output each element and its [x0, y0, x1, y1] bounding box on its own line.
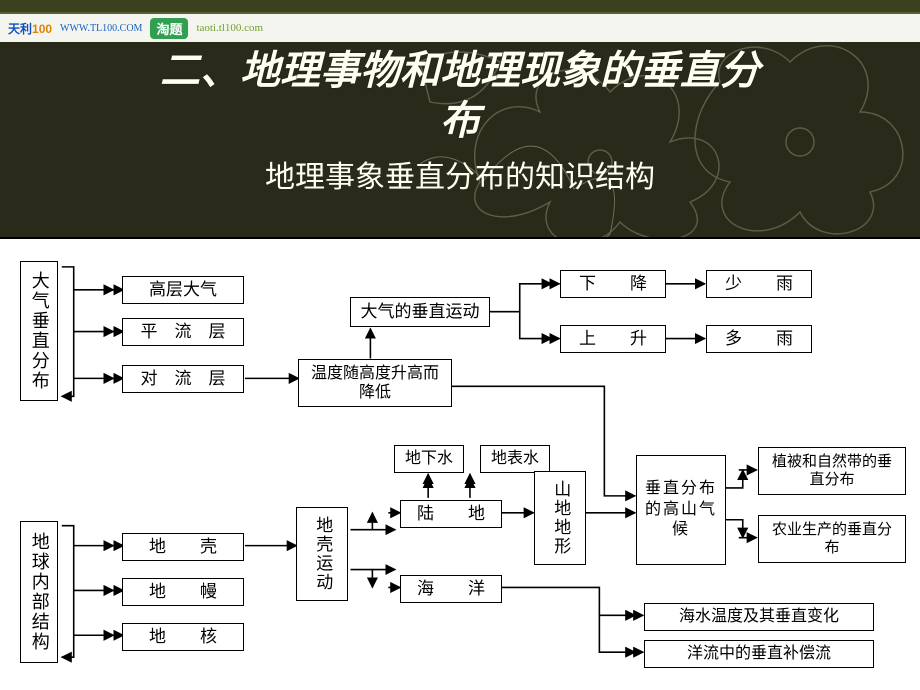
node-sw: 地表水	[480, 445, 550, 473]
title-main: 二、地理事物和地理现象的垂直分 布	[0, 46, 920, 146]
logo-text-blue: 天利	[8, 22, 32, 36]
node-mtn: 山地地形	[534, 471, 586, 565]
node-agri: 农业生产的垂直分布	[758, 515, 906, 563]
title-line1: 地理事物和地理现象的垂直分	[240, 48, 760, 93]
node-gw: 地下水	[394, 445, 464, 473]
node-seatemp: 海水温度及其垂直变化	[644, 603, 874, 631]
title-line2: 布	[440, 98, 480, 143]
node-veg: 植被和自然带的垂直分布	[758, 447, 906, 495]
top-border	[0, 0, 920, 14]
node-descend: 下 降	[560, 270, 666, 298]
node-vert-motion: 大气的垂直运动	[350, 297, 490, 327]
node-crust: 地 壳	[122, 533, 244, 561]
taoti-url: taoti.tl100.com	[196, 22, 263, 34]
logo-bar: 天利100 WWW.TL100.COM 淘题 taoti.tl100.com	[0, 14, 920, 42]
node-mantle: 地 幔	[122, 578, 244, 606]
node-current: 洋流中的垂直补偿流	[644, 640, 874, 668]
node-land: 陆 地	[400, 500, 502, 528]
title-block: 二、地理事物和地理现象的垂直分 布 地理事象垂直分布的知识结构	[0, 42, 920, 196]
logo-text-num: 100	[32, 22, 52, 36]
node-less-rain: 少 雨	[706, 270, 812, 298]
node-ascend: 上 升	[560, 325, 666, 353]
node-temp-alt: 温度随高度升高而降低	[298, 359, 452, 407]
node-more-rain: 多 雨	[706, 325, 812, 353]
subtitle: 地理事象垂直分布的知识结构	[0, 152, 920, 196]
node-core: 地 核	[122, 623, 244, 651]
flowchart: 大气垂直分布 地球内部结构 高层大气 平 流 层 对 流 层 温度随高度升高而降…	[0, 237, 920, 690]
node-alpine: 垂直分布的高山气候	[636, 455, 726, 565]
logo-url: WWW.TL100.COM	[60, 23, 142, 34]
node-crust-move: 地壳运动	[296, 507, 348, 601]
title-prefix: 二、	[160, 48, 240, 93]
node-earth-internal: 地球内部结构	[20, 521, 58, 663]
logo-main: 天利100	[8, 20, 52, 37]
taoti-badge: 淘题	[150, 18, 188, 39]
node-tropo: 对 流 层	[122, 365, 244, 393]
node-strato: 平 流 层	[122, 318, 244, 346]
node-upper-atmo: 高层大气	[122, 276, 244, 304]
node-atmo-vertical: 大气垂直分布	[20, 261, 58, 401]
node-ocean: 海 洋	[400, 575, 502, 603]
